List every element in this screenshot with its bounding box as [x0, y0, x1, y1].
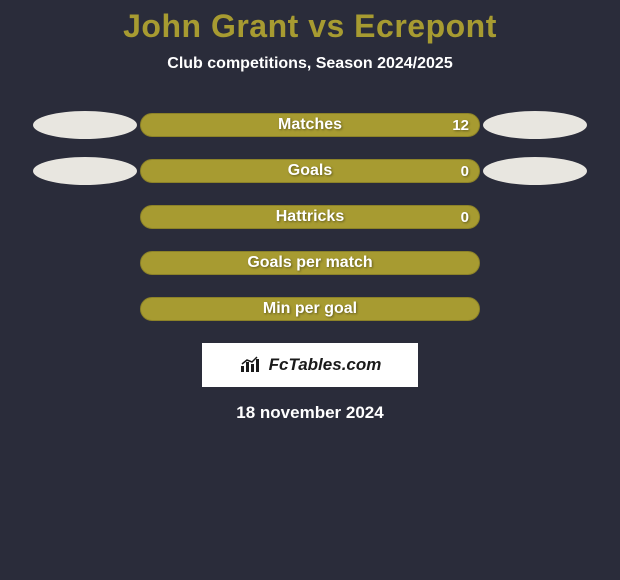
stat-row: Matches12	[0, 113, 620, 137]
stat-label: Goals per match	[141, 254, 479, 272]
stat-row: Min per goal	[0, 297, 620, 321]
stat-bar: Hattricks0	[140, 205, 480, 229]
stat-label: Goals	[141, 162, 479, 180]
stat-bar: Matches12	[140, 113, 480, 137]
stat-label: Matches	[141, 116, 479, 134]
stat-label: Hattricks	[141, 208, 479, 226]
player-ellipse	[33, 111, 137, 139]
stat-bar: Min per goal	[140, 297, 480, 321]
logo-text: FcTables.com	[269, 355, 382, 375]
subtitle: Club competitions, Season 2024/2025	[0, 55, 620, 73]
player-ellipse	[33, 157, 137, 185]
right-ellipse-slot	[480, 111, 590, 139]
stat-value-right: 0	[461, 163, 469, 180]
stat-label: Min per goal	[141, 300, 479, 318]
comparison-infographic: John Grant vs Ecrepont Club competitions…	[0, 0, 620, 423]
right-ellipse-slot	[480, 157, 590, 185]
stat-rows: Matches12Goals0Hattricks0Goals per match…	[0, 113, 620, 321]
player-ellipse	[483, 157, 587, 185]
date-text: 18 november 2024	[0, 403, 620, 423]
chart-icon	[239, 356, 263, 374]
stat-row: Goals per match	[0, 251, 620, 275]
stat-value-right: 0	[461, 209, 469, 226]
player-ellipse	[483, 111, 587, 139]
logo-box: FcTables.com	[202, 343, 418, 387]
left-ellipse-slot	[30, 111, 140, 139]
stat-bar: Goals0	[140, 159, 480, 183]
stat-row: Goals0	[0, 159, 620, 183]
stat-value-right: 12	[452, 117, 469, 134]
stat-bar: Goals per match	[140, 251, 480, 275]
stat-row: Hattricks0	[0, 205, 620, 229]
left-ellipse-slot	[30, 157, 140, 185]
page-title: John Grant vs Ecrepont	[0, 8, 620, 45]
